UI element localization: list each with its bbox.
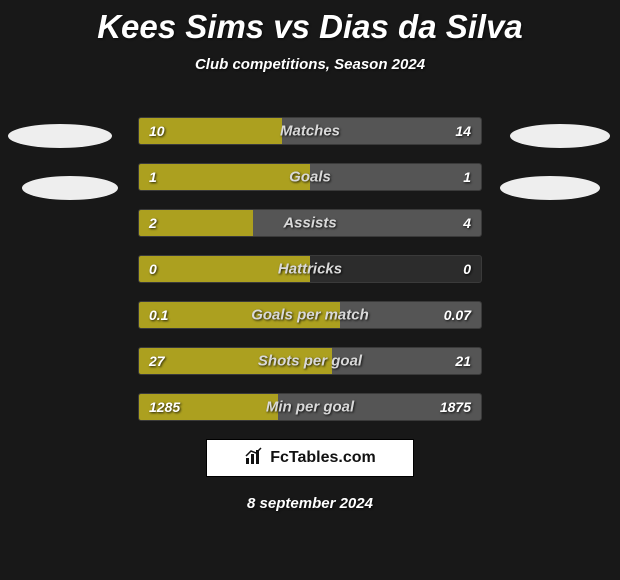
stat-row: 27 21 Shots per goal [138,347,482,375]
stat-value-right: 1875 [440,399,471,415]
comparison-date: 8 september 2024 [0,495,620,512]
stat-label: Assists [283,215,336,232]
source-badge: FcTables.com [206,439,414,477]
stat-value-right: 1 [463,169,471,185]
player-right-oval-top [510,124,610,148]
stat-row: 0 0 Hattricks [138,255,482,283]
stat-value-left: 1 [149,169,157,185]
stat-bar-right [310,164,481,190]
stat-label: Min per goal [266,399,354,416]
stat-label: Goals per match [251,307,369,324]
stat-label: Shots per goal [258,353,362,370]
stat-value-left: 27 [149,353,165,369]
chart-icon [244,446,264,471]
stat-value-left: 1285 [149,399,180,415]
stat-value-right: 14 [455,123,471,139]
stat-value-left: 0.1 [149,307,168,323]
stat-value-right: 21 [455,353,471,369]
stat-label: Goals [289,169,331,186]
player-left-oval-bottom [22,176,118,200]
stat-row: 1285 1875 Min per goal [138,393,482,421]
stat-value-left: 0 [149,261,157,277]
stat-row: 0.1 0.07 Goals per match [138,301,482,329]
stat-value-left: 10 [149,123,165,139]
comparison-subtitle: Club competitions, Season 2024 [0,56,620,73]
stat-row: 1 1 Goals [138,163,482,191]
stat-row: 10 14 Matches [138,117,482,145]
stat-label: Matches [280,123,340,140]
source-badge-text: FcTables.com [270,449,376,467]
comparison-title: Kees Sims vs Dias da Silva [0,0,620,46]
stat-value-right: 0.07 [444,307,471,323]
stat-label: Hattricks [278,261,342,278]
player-right-oval-bottom [500,176,600,200]
stats-list: 10 14 Matches 1 1 Goals 2 4 Assists 0 0 Hattricks 0.… [0,117,620,421]
stat-value-right: 4 [463,215,471,231]
stat-value-left: 2 [149,215,157,231]
player-left-oval-top [8,124,112,148]
stat-row: 2 4 Assists [138,209,482,237]
stat-bar-left [139,164,310,190]
stat-value-right: 0 [463,261,471,277]
